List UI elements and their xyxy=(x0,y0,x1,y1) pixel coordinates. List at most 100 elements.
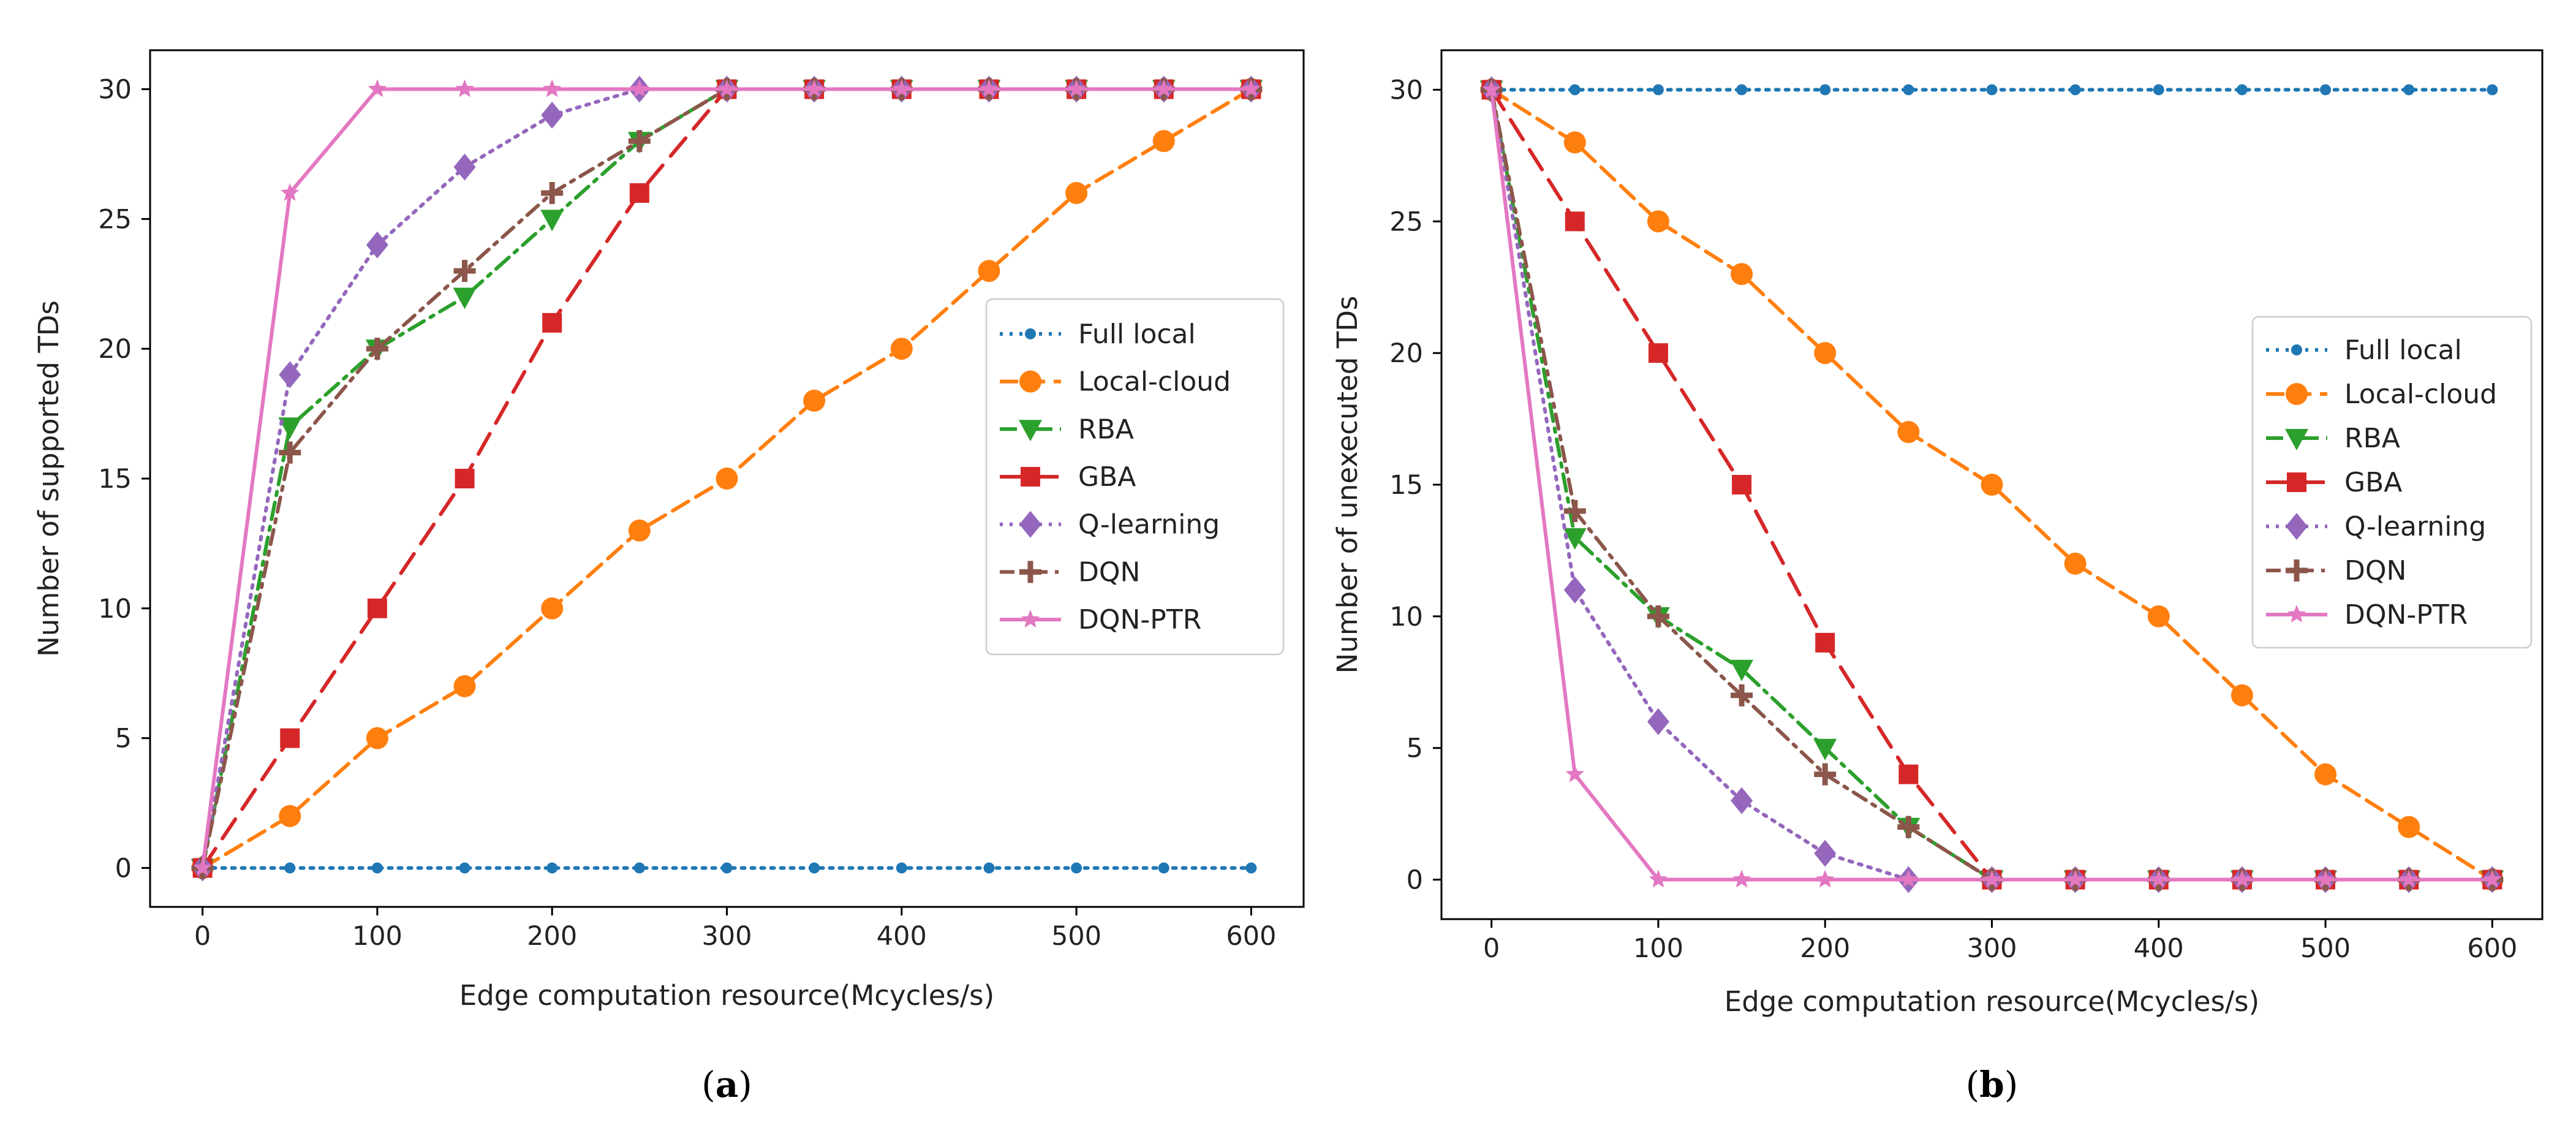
data-point xyxy=(628,130,651,153)
data-point xyxy=(453,260,476,282)
legend-marker xyxy=(2286,513,2308,540)
x-tick-label: 400 xyxy=(877,921,927,952)
data-point xyxy=(1245,862,1257,874)
data-point xyxy=(2149,870,2168,888)
data-point xyxy=(1814,763,1837,786)
legend-marker xyxy=(1019,561,1041,583)
data-point xyxy=(284,862,296,874)
data-point xyxy=(1158,862,1169,874)
y-tick-label: 5 xyxy=(115,724,132,754)
y-tick-label: 15 xyxy=(1389,470,1423,501)
data-point xyxy=(543,79,562,97)
data-point xyxy=(1569,84,1581,96)
data-point xyxy=(1649,870,1668,888)
data-point xyxy=(1652,84,1664,96)
legend-marker xyxy=(1021,467,1040,487)
data-point xyxy=(2398,816,2420,838)
y-tick-label: 30 xyxy=(98,75,132,105)
series-dqn-ptr xyxy=(1482,80,2502,888)
data-point xyxy=(809,862,820,874)
legend-item: RBA xyxy=(1000,414,1134,445)
x-tick-label: 100 xyxy=(352,921,402,952)
data-point xyxy=(2487,84,2498,96)
data-point xyxy=(2483,870,2502,888)
data-point xyxy=(2236,84,2248,96)
data-point xyxy=(2232,870,2252,888)
data-point xyxy=(279,441,301,464)
data-point xyxy=(1482,80,1501,98)
legend-label: Full local xyxy=(2344,335,2462,366)
data-point xyxy=(2403,84,2415,96)
legend-marker xyxy=(2287,472,2306,492)
legend-item: DQN-PTR xyxy=(2266,599,2468,631)
data-point xyxy=(1565,211,1585,232)
data-point xyxy=(2230,684,2253,707)
legend-label: DQN-PTR xyxy=(1078,604,1201,635)
data-point xyxy=(279,805,301,827)
data-point xyxy=(366,727,388,749)
data-point xyxy=(2069,84,2081,96)
y-tick-label: 20 xyxy=(98,334,132,365)
data-point xyxy=(1647,708,1669,735)
data-point xyxy=(1981,474,2003,496)
data-point xyxy=(367,598,387,618)
legend-item: Q-learning xyxy=(2266,511,2486,542)
data-point xyxy=(2320,84,2332,96)
data-point xyxy=(541,182,564,204)
data-point xyxy=(980,79,999,97)
series-full-local xyxy=(197,862,1257,874)
data-point xyxy=(1814,839,1837,867)
data-point xyxy=(1152,130,1175,153)
x-axis-label: Edge computation resource(Mcycles/s) xyxy=(1724,985,2259,1018)
data-point xyxy=(1903,84,1914,96)
data-point xyxy=(453,153,476,181)
chart-panel-a: 0 100 200 300 400 500 600 0 5 10 15 20 25 30 Edge comp… xyxy=(32,49,1305,1105)
y-axis-label: Number of supported TDs xyxy=(32,300,65,657)
data-point xyxy=(366,338,388,360)
data-point xyxy=(633,862,645,874)
legend-box xyxy=(2251,316,2533,649)
legend-item: Full local xyxy=(1000,319,1196,350)
y-tick-label: 15 xyxy=(98,464,132,495)
data-point xyxy=(1731,263,1753,286)
data-point xyxy=(453,287,477,309)
data-point xyxy=(716,468,738,490)
data-point xyxy=(2064,552,2087,575)
legend-box xyxy=(985,298,1285,656)
legend-marker xyxy=(1021,610,1040,628)
legend-label: GBA xyxy=(2344,467,2402,498)
data-point xyxy=(2066,870,2085,888)
data-point xyxy=(2400,870,2419,888)
data-point xyxy=(1067,79,1086,97)
legend-item: Full local xyxy=(2266,335,2462,366)
legend-label: Q-learning xyxy=(1078,509,1220,540)
data-point xyxy=(278,417,302,439)
x-tick-label: 0 xyxy=(1483,933,1500,964)
legend: Full local Local-cloud RBA GBA Q-learning DQN… xyxy=(985,298,1285,656)
data-point xyxy=(1563,131,1586,154)
data-point xyxy=(983,862,995,874)
data-point xyxy=(1242,79,1261,97)
x-axis-label: Edge computation resource(Mcycles/s) xyxy=(459,979,994,1012)
series-local-cloud xyxy=(1480,78,2504,891)
data-point xyxy=(459,862,470,874)
legend-label: DQN xyxy=(1078,556,1140,588)
data-point xyxy=(1814,342,1837,365)
legend-item: DQN xyxy=(1000,556,1140,588)
data-point xyxy=(1731,684,1753,707)
data-point xyxy=(1816,870,1835,888)
data-point xyxy=(541,101,564,129)
data-point xyxy=(542,313,562,333)
y-tick-label: 25 xyxy=(1389,207,1423,237)
legend-label: Local-cloud xyxy=(2344,379,2497,410)
y-tick-label: 10 xyxy=(1389,602,1423,632)
legend-item: Q-learning xyxy=(1000,509,1220,540)
legend-label: GBA xyxy=(1078,461,1136,493)
data-point xyxy=(455,79,474,97)
y-axis-label: Number of unexecuted TDs xyxy=(1331,296,1364,674)
data-point xyxy=(1731,787,1753,814)
data-point xyxy=(1732,870,1751,888)
legend-item: DQN-PTR xyxy=(1000,604,1201,635)
